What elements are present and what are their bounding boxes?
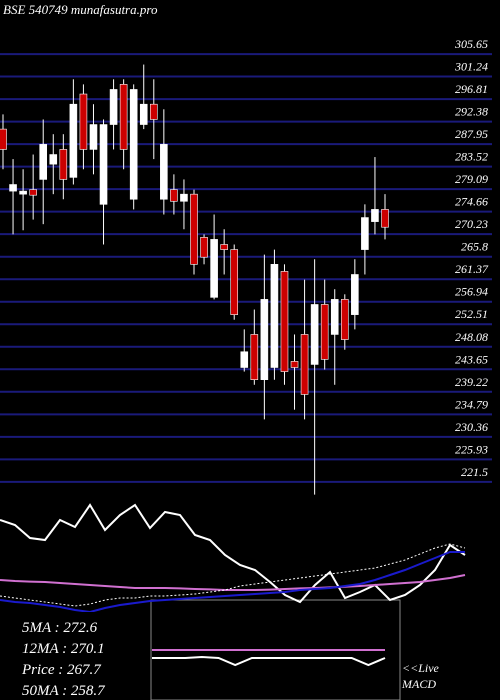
candle-body [89,124,98,150]
candle-body [49,154,58,165]
y-tick-label: 261.37 [455,262,489,276]
candle-body [210,239,218,298]
candle-body [139,103,148,125]
y-tick-label: 270.23 [455,217,488,231]
y-tick-label: 243.65 [455,352,488,366]
candle-body [129,89,138,200]
y-tick-label: 239.22 [455,375,488,389]
candle-body [190,193,198,265]
indicator-line [0,551,465,614]
candle-body [170,189,178,202]
indicator-line [0,503,466,604]
y-tick-label: 301.24 [454,60,488,74]
candle-body [340,299,349,340]
candle-body [220,244,228,250]
y-tick-label: 221.5 [461,465,488,479]
candle-body [330,299,339,335]
candle-body [19,190,27,195]
y-tick-label: 230.36 [455,420,488,434]
y-tick-label: 296.81 [455,82,488,96]
candle-body [270,264,279,368]
candle-body [290,361,299,368]
candle-body [250,334,259,380]
candle-body [69,103,78,178]
candle-body [79,93,88,150]
y-tick-label: 279.09 [455,172,488,186]
candle-body [280,271,289,372]
candle-body [149,103,158,120]
candle-body [119,84,128,150]
indicator-label: 12MA : 270.1 [22,641,105,657]
y-tick-label: 287.95 [455,127,488,141]
candle-body [180,193,188,202]
macd-label: MACD [401,677,436,691]
indicator-line [152,655,386,667]
candle-body [9,184,17,192]
y-tick-label: 248.08 [455,330,488,344]
candle-body [59,149,68,180]
chart-title: BSE 540749 munafasutra.pro [3,2,158,17]
macd-frame [150,599,401,700]
label-backdrop [0,612,148,700]
candle-body [200,237,208,258]
y-tick-label: 283.52 [455,150,488,164]
macd-label: <<Live [402,661,440,675]
candle-body [240,351,249,368]
y-tick-label: 225.93 [455,442,488,456]
y-tick-label: 256.94 [455,285,488,299]
candle-body [351,274,359,315]
indicator-label: Price : 267.7 [21,662,102,678]
y-tick-label: 252.51 [455,307,488,321]
candle-body [39,144,48,180]
candle-body [300,334,309,395]
candle-body [230,249,239,315]
candle-body [99,124,108,205]
candle-body [310,304,319,365]
y-tick-label: 274.66 [455,195,488,209]
indicator-line [0,574,466,591]
y-tick-label: 234.79 [455,397,488,411]
indicator-label: 5MA : 272.6 [22,620,98,636]
candle-body [160,144,168,200]
indicator-label: 50MA : 258.7 [22,683,106,699]
candle-body [260,299,269,380]
candle-body [109,89,118,125]
candle-body [320,304,329,360]
candle-body [0,128,7,150]
candle-body [381,209,389,228]
y-tick-label: 265.8 [461,240,488,254]
y-tick-label: 292.38 [455,105,488,119]
candle-body [371,209,379,222]
candle-body [29,189,37,196]
candle-body [361,217,369,250]
y-tick-label: 305.65 [454,37,488,51]
